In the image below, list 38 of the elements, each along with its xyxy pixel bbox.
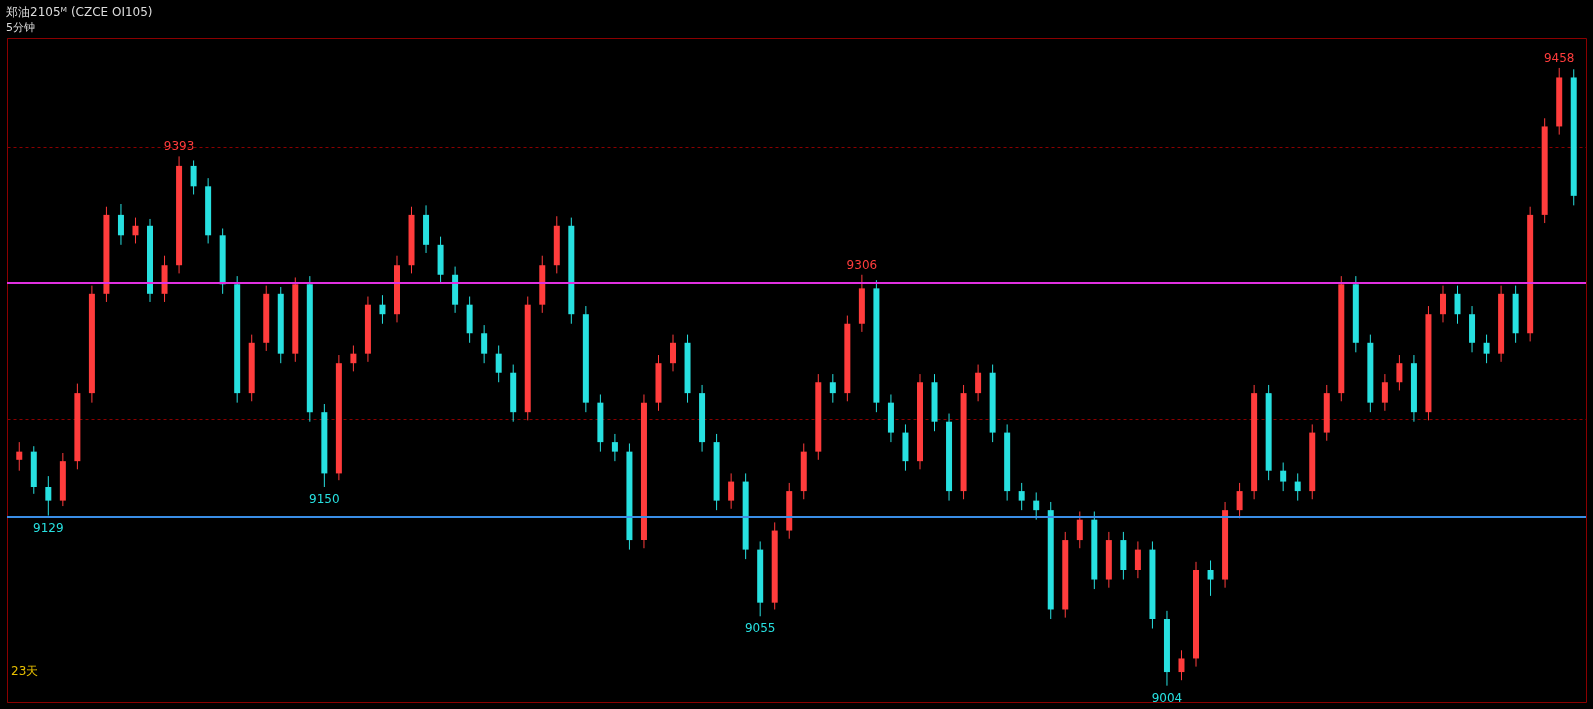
annotation: 9306	[846, 257, 878, 272]
annotation: 9055	[744, 621, 776, 636]
candlestick	[1381, 373, 1388, 412]
annotation: 23天	[11, 664, 39, 678]
candlestick	[611, 433, 618, 462]
annotation: 9393	[163, 139, 195, 154]
annotation: 9129	[33, 520, 64, 535]
candlestick	[495, 345, 502, 383]
candlestick	[829, 373, 836, 404]
candlestick	[132, 217, 139, 244]
candlestick	[1280, 462, 1287, 492]
candlestick	[1236, 482, 1243, 519]
candlestick	[1439, 285, 1446, 323]
candlestick	[1483, 334, 1490, 364]
annotation: 9004	[1151, 690, 1183, 705]
candlestick	[728, 472, 735, 510]
chart-title: 郑油2105ᴹ (CZCE OI105)	[6, 5, 153, 19]
candlestick	[1134, 540, 1141, 579]
annotation: 9150	[309, 492, 340, 507]
candlestick	[1454, 285, 1461, 325]
candlestick	[45, 475, 52, 517]
candlestick	[190, 159, 197, 195]
candlestick	[1207, 559, 1214, 597]
candlestick	[1178, 649, 1185, 681]
candlestick	[1018, 482, 1025, 511]
candlestick	[379, 294, 386, 325]
candlestick	[350, 345, 357, 372]
candlestick	[670, 334, 677, 372]
candlestick	[1033, 491, 1040, 521]
candlestick	[16, 441, 23, 472]
candlestick	[1294, 472, 1301, 502]
candlestick	[975, 364, 982, 402]
candlestick	[1396, 354, 1403, 391]
candlestick	[481, 324, 488, 364]
candlestick	[117, 203, 124, 246]
candlestick	[1076, 511, 1083, 549]
annotation: 9458	[1543, 50, 1575, 65]
chart-subtitle: 5分钟	[6, 21, 35, 34]
